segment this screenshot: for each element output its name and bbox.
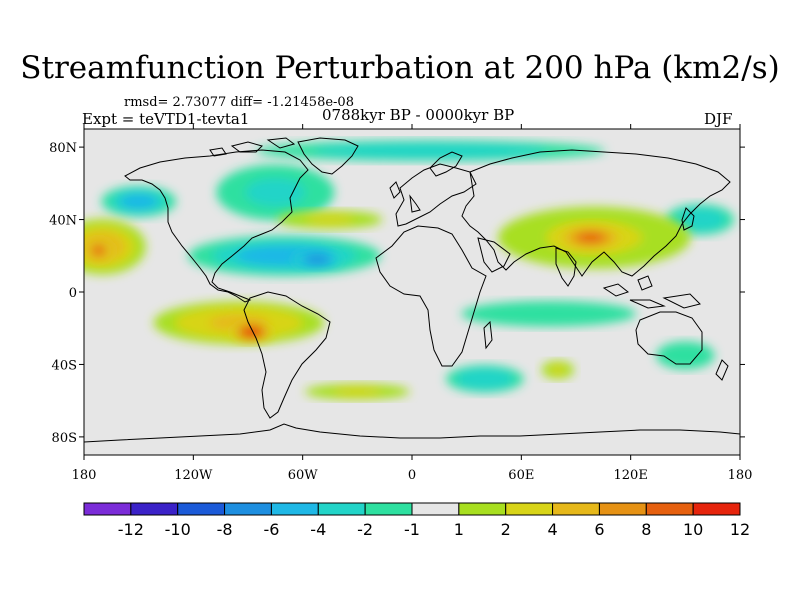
experiment-label: Expt = teVTD1-tevta1 bbox=[82, 110, 250, 128]
anomaly-atlantic-core bbox=[292, 250, 343, 269]
colorbar-label: -1 bbox=[404, 520, 420, 539]
coastline-south-america bbox=[243, 291, 331, 419]
stats-text: rmsd= 2.73077 diff= -1.21458e-08 bbox=[124, 95, 354, 110]
colorbar-label: -8 bbox=[217, 520, 233, 539]
coastline-scandinavia bbox=[429, 151, 463, 177]
anomaly-level bbox=[125, 196, 152, 207]
coastline-arctic-islands bbox=[209, 137, 296, 157]
contour-field-group bbox=[84, 140, 735, 400]
coastline-british-isles bbox=[389, 181, 401, 199]
coastline-greenland bbox=[297, 137, 359, 175]
anomaly-pacific-core bbox=[84, 237, 115, 263]
anomaly-so-positive-east bbox=[541, 360, 575, 380]
colorbar-label: -12 bbox=[118, 520, 144, 539]
anomaly-tropical-negative bbox=[461, 300, 637, 327]
lat-label: 0 bbox=[69, 286, 77, 301]
colorbar-swatch bbox=[411, 502, 460, 516]
anomaly-level bbox=[577, 232, 604, 243]
anomaly-level bbox=[550, 365, 566, 375]
lat-label: 80N bbox=[49, 141, 77, 156]
colorbar-label: -10 bbox=[165, 520, 191, 539]
anomaly-level bbox=[254, 182, 297, 203]
lon-label: 60E bbox=[508, 468, 534, 483]
coastline-japan bbox=[681, 207, 695, 231]
colorbar-swatch bbox=[552, 502, 600, 516]
coastline-madagascar bbox=[483, 320, 493, 350]
coastline-group bbox=[84, 137, 740, 443]
anomaly-level bbox=[308, 256, 326, 263]
colorbar-swatch bbox=[364, 502, 413, 516]
colorbar: -12 -10 -8 -6 -4 -2 -1 1 2 4 6 8 10 12 bbox=[83, 502, 750, 539]
lat-label: 40N bbox=[49, 214, 77, 229]
colorbar-swatch bbox=[224, 502, 272, 516]
colorbar-label: -2 bbox=[357, 520, 373, 539]
colorbar-swatch bbox=[83, 502, 132, 516]
anomaly-level bbox=[305, 215, 355, 224]
colorbar-swatch bbox=[458, 502, 507, 516]
lon-label: 120W bbox=[174, 468, 213, 483]
axis-labels-group: 80N 40N 0 40S 80S 180 120W 60W 0 60E 120E 180 bbox=[49, 141, 752, 483]
map-background bbox=[84, 129, 740, 455]
anomaly-mid-lat-positive bbox=[277, 210, 383, 229]
colorbar-swatch bbox=[598, 502, 647, 516]
anomaly-so-negative bbox=[446, 365, 524, 393]
colorbar-label: 2 bbox=[501, 520, 511, 539]
anomaly-level bbox=[687, 214, 712, 225]
coastline-antarctica bbox=[84, 423, 740, 443]
coastline-maritime-continent bbox=[602, 275, 701, 309]
plot-title: Streamfunction Perturbation at 200 hPa (… bbox=[20, 50, 780, 86]
lon-label: 120E bbox=[614, 468, 648, 483]
season-label: DJF bbox=[704, 110, 733, 128]
lon-label: 60W bbox=[288, 468, 319, 483]
anomaly-so-positive bbox=[304, 383, 410, 400]
axis-ticks-group bbox=[79, 124, 745, 460]
anomaly-level bbox=[93, 245, 105, 255]
colorbar-label: 4 bbox=[547, 520, 557, 539]
anomaly-ne-pacific-negative bbox=[101, 186, 176, 217]
lon-label: 180 bbox=[72, 468, 97, 483]
period-label: 0788kyr BP - 0000kyr BP bbox=[322, 106, 515, 124]
anomaly-level bbox=[243, 328, 260, 336]
colorbar-swatch bbox=[130, 502, 179, 516]
coastline-asia bbox=[461, 149, 731, 277]
coastline-arabia bbox=[477, 237, 511, 273]
colorbar-label: 6 bbox=[594, 520, 604, 539]
lon-label: 180 bbox=[728, 468, 753, 483]
anomaly-level bbox=[332, 387, 382, 396]
coastline-india bbox=[555, 247, 577, 287]
colorbar-swatch bbox=[177, 502, 226, 516]
lat-label: 40S bbox=[52, 358, 77, 373]
colorbar-label: 1 bbox=[454, 520, 464, 539]
coastline-australia bbox=[635, 311, 703, 365]
colorbar-swatch bbox=[270, 502, 319, 516]
colorbar-label: 8 bbox=[641, 520, 651, 539]
colorbar-label: -4 bbox=[310, 520, 326, 539]
colorbar-swatch bbox=[317, 502, 366, 516]
colorbar-swatch bbox=[692, 502, 741, 516]
anomaly-sa-core bbox=[229, 321, 274, 343]
anomaly-level bbox=[507, 307, 590, 320]
lon-label: 0 bbox=[408, 468, 416, 483]
anomaly-level bbox=[471, 374, 499, 384]
anomaly-level bbox=[671, 348, 699, 362]
lat-label: 80S bbox=[52, 431, 77, 446]
anomaly-level bbox=[348, 145, 513, 156]
anomaly-asia-core bbox=[553, 223, 628, 252]
colorbar-swatch bbox=[505, 502, 554, 516]
coastline-new-zealand bbox=[715, 359, 729, 381]
colorbar-swatch bbox=[645, 502, 694, 516]
coastline-north-america bbox=[124, 149, 309, 303]
anomaly-west-pacific-negative-south bbox=[656, 341, 715, 370]
colorbar-label: -6 bbox=[263, 520, 279, 539]
coastline-africa bbox=[375, 225, 487, 367]
colorbar-label: 10 bbox=[683, 520, 703, 539]
anomaly-nh-high-lat-band bbox=[255, 140, 606, 162]
colorbar-label: 12 bbox=[730, 520, 750, 539]
